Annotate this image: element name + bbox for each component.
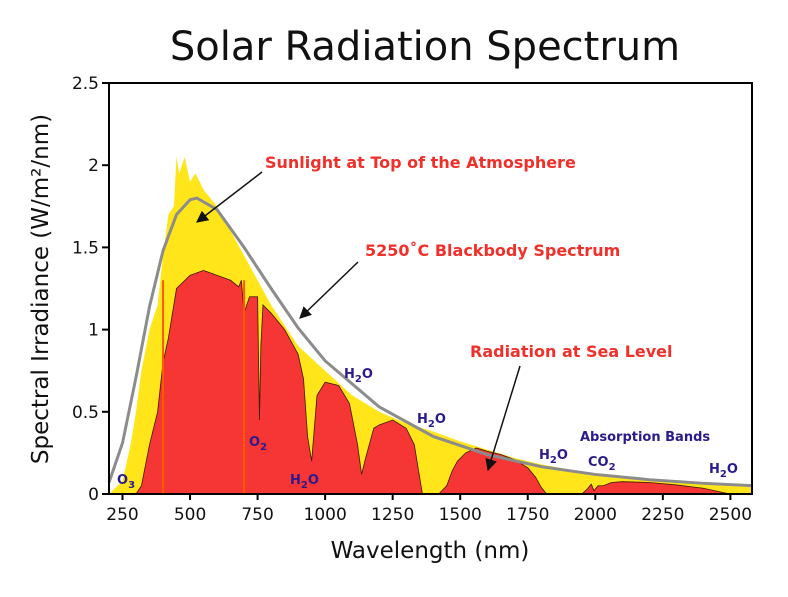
chart-title: Solar Radiation Spectrum	[170, 24, 680, 70]
absorption-bands-label: Absorption Bands	[580, 430, 710, 445]
absorption-molecule-label: H2O	[344, 367, 373, 385]
x-tick-label: 1250	[371, 505, 414, 525]
y-tick-label: 0.5	[72, 403, 99, 423]
absorption-molecule-label: H2O	[290, 473, 319, 491]
y-tick-label: 2.5	[72, 74, 99, 94]
absorption-molecule-label: O2	[249, 435, 267, 453]
x-tick-label: 2250	[641, 505, 684, 525]
absorption-molecule-label: H2O	[709, 462, 738, 480]
y-tick-label: 1.5	[72, 238, 99, 258]
series-sea-level-area	[135, 269, 731, 495]
x-tick-label: 250	[106, 505, 138, 525]
annotation-arrow	[196, 171, 263, 223]
x-tick-label: 2500	[709, 505, 752, 525]
y-tick-label: 0	[88, 485, 99, 505]
annotation-label: Radiation at Sea Level	[470, 342, 673, 361]
x-tick-label: 1000	[304, 505, 347, 525]
annotation-arrow	[485, 365, 521, 472]
annotation-label: 5250˚C Blackbody Spectrum	[365, 241, 620, 260]
y-tick-label: 1	[88, 321, 99, 341]
x-tick-label: 1500	[439, 505, 482, 525]
x-tick-label: 750	[241, 505, 273, 525]
plot-frame	[108, 82, 753, 495]
x-axis-label: Wavelength (nm)	[331, 538, 530, 564]
y-axis-label: Spectral Irradiance (W/m²/nm)	[28, 114, 54, 464]
x-tick-label: 500	[174, 505, 206, 525]
x-tick-label: 1750	[506, 505, 549, 525]
absorption-molecule-label: CO2	[588, 455, 616, 473]
absorption-molecule-label: O3	[117, 473, 135, 491]
annotation-label: Sunlight at Top of the Atmosphere	[265, 153, 576, 172]
absorption-molecule-label: H2O	[539, 448, 568, 466]
y-tick-label: 2	[88, 156, 99, 176]
annotation-arrow	[299, 261, 359, 319]
absorption-molecule-label: H2O	[417, 412, 446, 430]
x-tick-label: 2000	[574, 505, 617, 525]
series-blackbody-line	[107, 196, 753, 488]
